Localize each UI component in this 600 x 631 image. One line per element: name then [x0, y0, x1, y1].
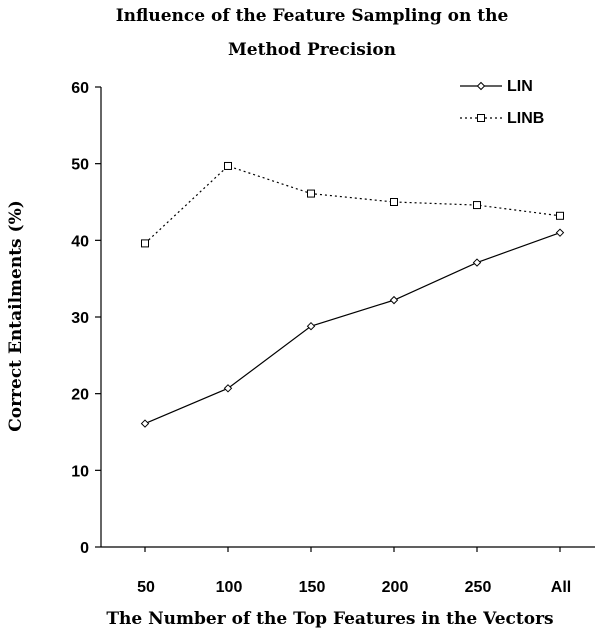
- y-axis-title: Correct Entailments (%): [6, 200, 26, 432]
- legend-linb-square-marker: [477, 114, 485, 122]
- series-linb-point: [473, 201, 481, 210]
- y-tick-label: 0: [80, 540, 89, 557]
- series-layer: [140, 161, 565, 428]
- y-tick-label: 30: [71, 310, 89, 327]
- x-tick-label: 100: [216, 579, 243, 596]
- x-tick-label: All: [551, 579, 571, 596]
- chart-title-line-2: Method Precision: [228, 40, 396, 60]
- x-tick-label: 250: [465, 579, 492, 596]
- y-tick-label: 10: [71, 463, 89, 480]
- series-lin-point: [555, 228, 565, 237]
- x-axis-title: The Number of the Top Features in the Ve…: [106, 609, 553, 629]
- series-lin-point: [472, 258, 482, 267]
- series-linb-point: [556, 211, 564, 220]
- series-lin-point: [306, 321, 316, 331]
- series-linb-point: [141, 239, 149, 248]
- series-lin-point: [389, 295, 399, 305]
- y-tick-label: 50: [71, 157, 89, 174]
- series-lin-point: [223, 384, 233, 393]
- chart-title-line-1: Influence of the Feature Sampling on the: [116, 6, 509, 26]
- legend: LIN LINB: [460, 78, 544, 127]
- y-tick-label: 20: [71, 387, 89, 404]
- x-tick-label: 50: [137, 579, 155, 596]
- y-tick-label: 60: [71, 80, 89, 97]
- x-tick-label: 200: [382, 579, 409, 596]
- x-tick-label: 150: [299, 579, 326, 596]
- series-linb-point: [390, 198, 398, 206]
- series-linb-line: [144, 165, 561, 244]
- axes: 0 10 20 30 40 50 60 50 100 150 200 250 All: [71, 80, 595, 596]
- series-lin-point: [140, 419, 150, 428]
- y-tick-label: 40: [71, 233, 89, 250]
- series-linb-point: [307, 189, 315, 198]
- legend-lin-diamond-marker: [476, 81, 486, 91]
- legend-lin-label: LIN: [507, 78, 533, 95]
- series-lin-line: [144, 232, 561, 425]
- legend-linb-label: LINB: [507, 110, 544, 127]
- series-linb-point: [224, 161, 232, 170]
